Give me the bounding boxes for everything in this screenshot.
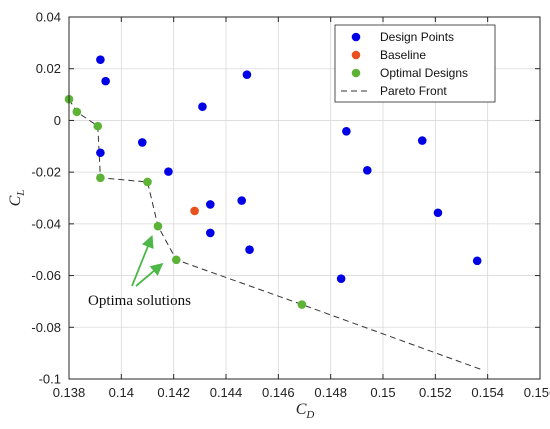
annotation-arrow [135, 262, 164, 287]
y-tick-label: -0.06 [31, 268, 61, 283]
legend-label: Optimal Designs [380, 66, 468, 80]
legend-box [334, 24, 496, 103]
design-point [342, 126, 351, 136]
x-tick-label: 0.15 [370, 385, 395, 400]
design-point [164, 167, 173, 176]
optimal-design-point [171, 255, 181, 265]
y-tick-label: 0 [54, 113, 61, 128]
pareto-front-line [68, 98, 483, 371]
design-point [245, 245, 254, 255]
x-tick-labels: 0.138 0.14 0.142 0.144 0.146 0.148 0.15 0.152 0.… [53, 385, 550, 400]
y-axis-label: CL [7, 190, 27, 207]
annotation-arrow [131, 235, 154, 287]
legend-label: Baseline [380, 48, 426, 62]
y-tick-label: -0.04 [31, 216, 61, 231]
y-tick-labels: 0.04 0.02 0 -0.02 -0.04 -0.06 -0.08 -0.1 [31, 10, 61, 387]
design-point [137, 138, 147, 147]
design-point [206, 200, 215, 209]
x-tick-label: 0.14 [109, 385, 134, 400]
y-tick-label: 0.02 [36, 61, 61, 76]
optimal-design-point [96, 173, 105, 183]
design-point [472, 256, 482, 266]
legend: Design Points Baseline Optimal Designs Pare… [334, 24, 496, 103]
design-point [101, 76, 110, 86]
x-tick-label: 0.148 [314, 385, 347, 400]
legend-swatch-baseline-point [351, 50, 361, 60]
legend-label: Design Points [380, 30, 454, 44]
design-point [336, 274, 346, 283]
design-point [242, 70, 252, 79]
legend-swatch-optimal-design-point [351, 68, 361, 78]
optimal-design-point [153, 221, 163, 231]
optimal-design-point [93, 121, 103, 131]
design-point [96, 148, 105, 158]
x-axis-label: CD [296, 401, 315, 421]
x-tick-label: 0.152 [419, 385, 452, 400]
y-tick-label: -0.08 [31, 320, 61, 335]
x-tick-label: 0.146 [262, 385, 295, 400]
design-point [363, 166, 372, 175]
annotation-text: Optima solutions [88, 293, 191, 309]
plot-frame [68, 16, 541, 380]
legend-label: Pareto Front [380, 84, 447, 98]
design-point [206, 228, 215, 238]
series-layer [64, 55, 483, 371]
y-tick-label: -0.02 [31, 165, 61, 180]
x-tick-label: 0.144 [210, 385, 243, 400]
optimal-design-point [297, 300, 307, 309]
svg-text:CL: CL [7, 190, 27, 207]
tick-marks [68, 16, 541, 380]
design-point [417, 136, 427, 145]
optimal-design-point [143, 177, 152, 187]
design-point [237, 196, 246, 205]
x-tick-label: 0.142 [157, 385, 190, 400]
design-point [96, 55, 105, 64]
y-tick-label: -0.1 [39, 372, 61, 387]
optimal-design-point [72, 107, 82, 117]
y-tick-label: 0.04 [36, 10, 61, 25]
x-tick-label: 0.154 [471, 385, 504, 400]
svg-text:CD: CD [296, 401, 315, 421]
legend-swatch-design-point [351, 32, 361, 42]
design-point [198, 102, 207, 112]
baseline-point [190, 206, 199, 216]
design-point [433, 208, 443, 218]
x-tick-label: 0.156 [524, 385, 550, 400]
annotation: Optima solutions [88, 235, 191, 309]
x-tick-label: 0.138 [53, 385, 86, 400]
